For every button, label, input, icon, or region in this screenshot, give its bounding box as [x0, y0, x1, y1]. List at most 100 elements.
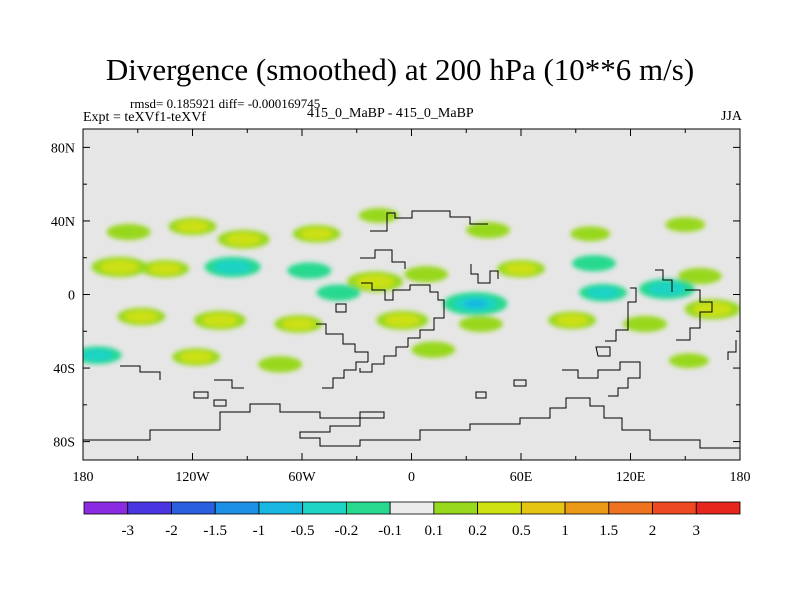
y-tick-label-2: 0: [68, 289, 75, 304]
colorbar-swatch-14: [695, 501, 741, 515]
colorbar-label-12: 2: [649, 523, 657, 539]
season-label: JJA: [720, 109, 742, 124]
colorbar-swatch-13: [652, 501, 697, 515]
x-tick-label-4: 60E: [510, 470, 533, 485]
field-blob-13: [404, 266, 449, 283]
field-blob-20-core-1: [647, 282, 687, 296]
field-blob-2-core-1: [225, 232, 262, 246]
y-tick-label-4: 80S: [53, 436, 75, 451]
field-blob-32: [411, 341, 456, 358]
field-blob-7: [665, 217, 706, 233]
field-blob-16: [677, 268, 722, 285]
x-tick-label-5: 120E: [616, 470, 646, 485]
colorbar-swatch-5: [302, 501, 347, 515]
coastlines: [83, 210, 740, 449]
colorbar-label-0: -3: [121, 523, 134, 539]
x-tick-label-0: 180: [73, 470, 94, 485]
field-blob-33: [668, 353, 709, 369]
coastline-south-america-east: [322, 361, 368, 389]
coastline-indonesia: [595, 346, 611, 357]
coastline-pacific-islands: [676, 289, 713, 341]
colorbar-label-10: 1: [561, 523, 569, 539]
colorbar-swatch-4: [258, 501, 304, 515]
plot-background: [83, 129, 740, 460]
field-blob-1-core-1: [176, 220, 209, 233]
colorbar-label-3: -1: [253, 523, 266, 539]
x-tick-label-6: 180: [730, 470, 751, 485]
colorbar-label-5: -0.2: [335, 523, 359, 539]
field-blob-5: [466, 222, 511, 239]
coastline-middle-east: [470, 264, 499, 284]
field-blob-28-core-1: [693, 302, 732, 317]
colorbar-swatch-10: [520, 501, 566, 515]
field-blob-15: [572, 255, 616, 272]
coastline-small-island-2: [213, 399, 227, 407]
coastline-atlantic-island: [335, 303, 347, 313]
field-blob-17: [316, 284, 361, 301]
colorbar-swatch-1: [127, 501, 172, 515]
colorbar-label-4: -0.5: [291, 523, 315, 539]
field-blob-31: [258, 356, 303, 373]
coastline-australia: [562, 361, 641, 397]
colorbar-swatch-2: [171, 501, 216, 515]
coastline-small-island-4: [513, 379, 527, 387]
field-blob-14-core-1: [504, 262, 538, 275]
coastline-south-america-north: [316, 323, 369, 362]
field-blob-22-core-1: [202, 313, 238, 327]
experiment-label: Expt = teXVf1-teXVf: [83, 110, 206, 125]
coastline-africa-south: [359, 346, 408, 373]
colorbar-label-2: -1.5: [203, 523, 227, 539]
coastline-new-zealand: [727, 340, 737, 360]
colorbar-swatch-6: [345, 501, 391, 515]
y-tick-label-3: 40S: [53, 362, 75, 377]
y-tick-label-0: 80N: [51, 141, 75, 156]
colorbar-label-1: -2: [165, 523, 178, 539]
coastline-small-island-3: [475, 391, 487, 399]
coastline-small-island-1: [193, 391, 209, 399]
divergence-field: [83, 208, 740, 373]
field-blob-19-core-1: [586, 286, 620, 299]
field-blob-12-core-1: [355, 274, 395, 289]
case-label: 415_0_MaBP - 415_0_MaBP: [307, 106, 474, 121]
x-tick-label-2: 60W: [288, 470, 316, 485]
field-blob-23-core-1: [282, 317, 315, 330]
coastline-antarctica: [83, 397, 740, 449]
colorbar-label-11: 1.5: [599, 523, 618, 539]
y-tick-label-1: 40N: [51, 215, 75, 230]
colorbar-label-13: 3: [693, 523, 701, 539]
coastline-south-pacific: [120, 365, 161, 380]
colorbar-label-6: -0.1: [378, 523, 402, 539]
colorbar-swatch-8: [433, 501, 479, 515]
field-blob-21-core-1: [125, 310, 158, 323]
stats-line: rmsd= 0.185921 diff= -0.000169745: [130, 96, 321, 111]
colorbar-label-8: 0.2: [468, 523, 487, 539]
colorbar-label-7: 0.1: [424, 523, 443, 539]
coastline-south-america-tip: [214, 379, 244, 389]
chart-title: Divergence (smoothed) at 200 hPa (10**6 …: [105, 52, 695, 87]
colorbar-swatch-7: [389, 501, 435, 515]
coastline-europe: [370, 210, 488, 232]
colorbar: -3 -2 -1.5 -1 -0.5 -0.2 -0.1 0.1 0.2 0.5 1 1.5 2 3: [83, 501, 741, 539]
field-blob-29-core-1: [83, 349, 114, 362]
field-blob-26-core-1: [555, 314, 589, 327]
colorbar-swatch-11: [564, 501, 610, 515]
field-blob-6: [570, 226, 611, 242]
field-blob-11: [287, 262, 332, 279]
field-blob-10-core-1: [213, 259, 252, 274]
field-blob-9-core-1: [148, 262, 182, 275]
coastline-east-asia: [655, 269, 673, 292]
field-blob-30-core-1: [179, 351, 213, 364]
coastline-west-africa: [361, 282, 445, 347]
coastline-mediterranean: [360, 249, 406, 269]
field-blob-0: [106, 223, 151, 241]
x-tick-label-3: 0: [408, 470, 415, 485]
field-blob-25: [458, 315, 503, 333]
field-blob-27: [623, 315, 668, 333]
axes: 180 120W 60W 0 60E 120E 180 80N 40N 0 40S 80S: [51, 129, 751, 485]
colorbar-swatch-12: [608, 501, 653, 515]
colorbar-label-9: 0.5: [512, 523, 531, 539]
colorbar-swatch-0: [83, 501, 129, 515]
colorbar-swatch-9: [477, 501, 522, 515]
field-blob-3-core-1: [300, 227, 333, 240]
